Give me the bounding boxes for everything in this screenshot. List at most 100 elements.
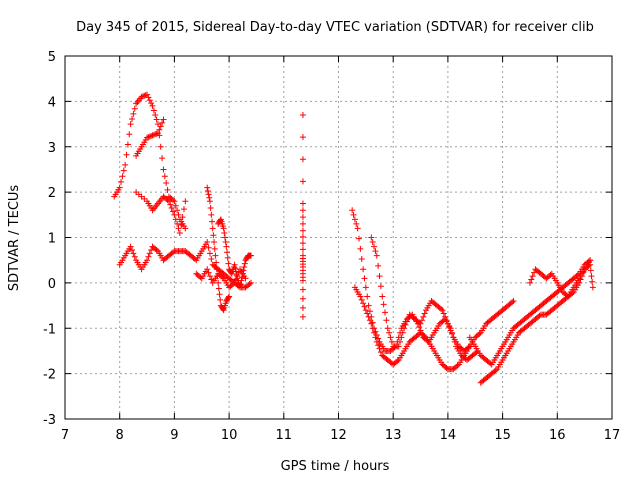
data-point-interp — [402, 321, 409, 328]
data-point-interp — [164, 186, 171, 193]
data-point-interp — [388, 338, 395, 345]
data-point-interp — [141, 92, 148, 99]
data-point-interp — [438, 305, 445, 312]
data-point-interp — [130, 110, 137, 117]
x-axis-label: GPS time / hours — [281, 459, 390, 474]
data-point — [384, 325, 391, 332]
data-point-interp — [139, 93, 146, 100]
data-point-interp — [159, 119, 166, 126]
y-tick-label: -2 — [43, 368, 56, 383]
data-point — [165, 198, 172, 205]
data-point-interp — [170, 197, 177, 204]
data-point-interp — [208, 211, 215, 218]
data-point-interp — [150, 131, 157, 138]
data-point-interp — [399, 329, 406, 336]
data-point-interp — [241, 260, 248, 267]
data-point-interp — [371, 329, 378, 336]
series-track-9 — [368, 234, 473, 354]
data-point-interp — [157, 143, 164, 150]
data-point — [206, 198, 213, 205]
data-point — [299, 277, 306, 284]
data-point — [144, 257, 151, 264]
data-point-interp — [129, 246, 136, 253]
x-tick-label: 16 — [549, 428, 566, 443]
y-tick-label: 1 — [48, 232, 56, 247]
data-point-interp — [569, 290, 576, 297]
data-point-interp — [205, 244, 212, 251]
data-point-interp — [211, 245, 218, 252]
data-point-interp — [377, 283, 384, 290]
data-point — [510, 298, 517, 305]
data-point-interp — [232, 268, 239, 275]
data-point-interp — [206, 194, 213, 201]
data-point-interp — [361, 303, 368, 310]
data-point-interp — [577, 276, 584, 283]
data-point-interp — [222, 239, 229, 246]
data-point-interp — [377, 349, 384, 356]
data-point-interp — [219, 274, 226, 281]
data-point-interp — [145, 134, 152, 141]
data-point-interp — [225, 294, 232, 301]
data-point — [149, 102, 156, 109]
data-points — [111, 91, 596, 386]
data-point — [204, 184, 211, 191]
data-point — [395, 343, 402, 350]
data-point-interp — [299, 178, 306, 185]
data-point-interp — [120, 167, 127, 174]
data-point-interp — [358, 296, 365, 303]
x-tick-label: 14 — [440, 428, 457, 443]
x-tick-label: 13 — [385, 428, 402, 443]
x-tick-label: 15 — [494, 428, 511, 443]
data-point-interp — [130, 250, 137, 257]
data-point — [212, 252, 219, 259]
data-point-interp — [350, 211, 357, 218]
data-point — [373, 252, 380, 259]
data-point — [237, 284, 244, 291]
data-point — [365, 302, 372, 309]
data-point-interp — [476, 330, 483, 337]
data-point — [127, 121, 134, 128]
data-point — [242, 275, 249, 282]
data-point-interp — [234, 273, 241, 280]
data-point-interp — [446, 324, 453, 331]
data-point-interp — [170, 249, 177, 256]
data-point — [127, 243, 134, 250]
series-isolated — [299, 111, 306, 320]
data-point-interp — [170, 208, 177, 215]
x-tick-label: 10 — [221, 428, 238, 443]
data-point-interp — [216, 291, 223, 298]
data-point-interp — [536, 312, 543, 319]
data-point — [299, 200, 306, 207]
data-point-interp — [376, 345, 383, 352]
data-point — [154, 130, 161, 137]
data-point — [226, 293, 233, 300]
data-point — [439, 307, 446, 314]
data-point-interp — [443, 317, 450, 324]
data-point-interp — [420, 313, 427, 320]
data-point-interp — [153, 130, 160, 137]
series-track-2 — [133, 116, 167, 159]
data-point-interp — [215, 285, 222, 292]
data-point-interp — [383, 317, 390, 324]
data-point-interp — [418, 317, 425, 324]
data-point-interp — [362, 284, 369, 291]
data-point-interp — [156, 126, 163, 133]
data-point-interp — [578, 273, 585, 280]
data-point — [171, 198, 178, 205]
y-tick-label: 2 — [48, 186, 56, 201]
data-point-interp — [369, 239, 376, 246]
data-point-interp — [371, 243, 378, 250]
data-point-interp — [358, 256, 365, 263]
data-point-interp — [129, 115, 136, 122]
grid — [65, 56, 612, 419]
data-point-interp — [241, 263, 248, 270]
data-point-interp — [299, 220, 306, 227]
data-point — [160, 166, 167, 173]
data-point-interp — [447, 327, 454, 334]
data-point-interp — [209, 218, 216, 225]
data-point-interp — [421, 310, 428, 317]
data-point-interp — [387, 334, 394, 341]
data-point-interp — [153, 246, 160, 253]
data-point-interp — [148, 100, 155, 107]
